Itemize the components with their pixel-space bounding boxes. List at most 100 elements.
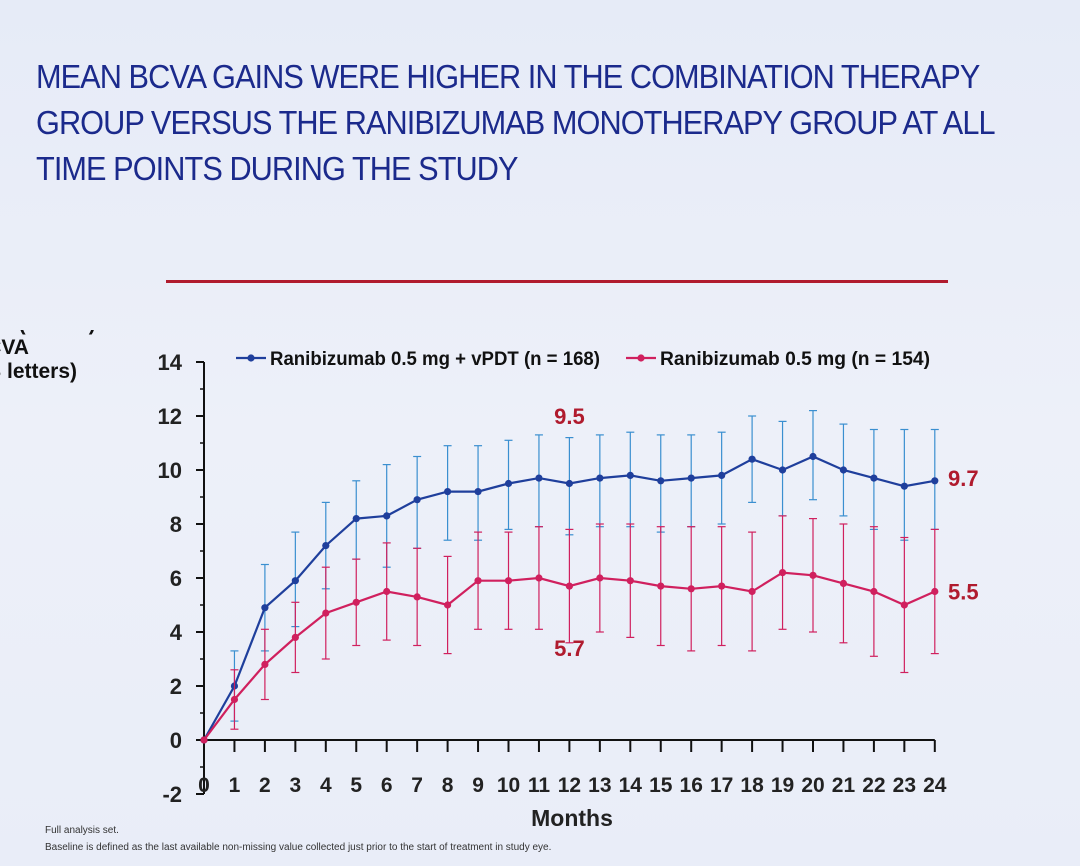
data-point [626, 471, 634, 479]
y-tick-label: 6 [170, 566, 182, 591]
footnote-baseline: Baseline is defined as the last availabl… [45, 842, 552, 853]
data-point [839, 466, 848, 474]
data-point [596, 574, 604, 582]
x-tick-label: 13 [588, 774, 611, 797]
data-point [504, 577, 513, 585]
data-point [778, 569, 787, 577]
x-tick-label: 15 [649, 774, 673, 797]
x-tick-label: 1 [229, 774, 241, 797]
data-point [444, 601, 452, 609]
data-point [383, 512, 391, 520]
data-point [413, 496, 421, 504]
data-point [718, 582, 726, 590]
data-point [870, 587, 878, 596]
x-tick-label: 11 [528, 774, 551, 797]
x-tick-label: 23 [893, 774, 916, 797]
legend-swatch-marker [637, 354, 645, 362]
data-point [718, 471, 726, 479]
y-tick-label: -2 [162, 782, 182, 807]
data-point [565, 479, 574, 488]
x-tick-label: 0 [198, 774, 210, 797]
data-point [413, 593, 421, 601]
x-tick-label: 4 [320, 774, 332, 797]
data-point [565, 582, 574, 590]
data-point [657, 477, 665, 485]
data-point [474, 488, 482, 496]
data-point [322, 609, 330, 617]
data-point [535, 474, 543, 482]
data-point [778, 466, 787, 474]
x-tick-label: 19 [771, 774, 794, 797]
x-tick-label: 22 [862, 774, 885, 797]
x-tick-label: 6 [381, 774, 393, 797]
data-point [809, 452, 817, 461]
x-tick-label: 20 [801, 774, 824, 797]
data-point [870, 474, 878, 482]
x-axis-title: Months [531, 805, 613, 830]
data-point [809, 571, 817, 579]
data-point [931, 587, 939, 596]
x-tick-label: 12 [558, 774, 581, 797]
data-point [444, 488, 452, 496]
data-label-9-7: 9.7 [948, 466, 979, 491]
legend-label: Ranibizumab 0.5 mg (n = 154) [660, 349, 930, 370]
y-tick-label: 8 [170, 512, 182, 537]
data-point [291, 577, 299, 585]
title-line-1: MEAN BCVA GAINS WERE HIGHER IN THE COMBI… [36, 58, 980, 95]
data-point [535, 574, 543, 582]
x-tick-label: 2 [259, 774, 271, 797]
y-axis-title-line: BCVA [0, 336, 29, 359]
data-point [687, 585, 695, 593]
legend-entry-combination: Ranibizumab 0.5 mg + vPDT (n = 168) [236, 349, 600, 370]
data-point [200, 736, 208, 744]
x-tick-label: 10 [497, 774, 520, 797]
legend-entry-monotherapy: Ranibizumab 0.5 mg (n = 154) [626, 349, 930, 370]
data-label-9-5: 9.5 [554, 404, 585, 429]
data-label-5-7: 5.7 [554, 636, 585, 661]
data-point [839, 579, 848, 587]
x-tick-label: 5 [350, 774, 362, 797]
data-point [596, 474, 604, 482]
series-monotherapy [200, 515, 939, 744]
data-point [748, 455, 756, 463]
data-point [748, 587, 756, 596]
y-axis-title-line: Mean change (95%CI) in [0, 330, 120, 335]
y-tick-label: 4 [170, 620, 183, 645]
data-point [474, 577, 482, 585]
x-tick-label: 7 [411, 774, 423, 797]
data-point [626, 577, 634, 585]
legend-label: Ranibizumab 0.5 mg + vPDT (n = 168) [270, 349, 600, 370]
y-tick-label: 2 [170, 674, 182, 699]
data-label-5-5: 5.5 [948, 580, 979, 605]
data-point [261, 660, 269, 668]
data-point [261, 604, 269, 612]
y-tick-label: 0 [170, 728, 182, 753]
x-tick-label: 18 [740, 774, 764, 797]
data-point [291, 633, 299, 641]
x-tick-label: 14 [619, 774, 643, 797]
x-tick-label: 21 [832, 774, 856, 797]
title-line-3: TIME POINTS DURING THE STUDY [36, 150, 518, 187]
y-tick-label: 10 [158, 458, 182, 483]
x-tick-label: 24 [923, 774, 947, 797]
y-axis-title-line: (ETDRS letters) [0, 360, 77, 383]
x-tick-label: 17 [710, 774, 733, 797]
data-point [900, 601, 908, 609]
data-point [657, 582, 665, 590]
data-point [383, 587, 391, 596]
data-point [504, 479, 513, 488]
y-tick-label: 14 [158, 350, 183, 375]
data-point [352, 598, 360, 606]
data-point [931, 477, 939, 485]
data-point [352, 515, 360, 523]
legend-swatch-marker [247, 354, 255, 362]
title-divider [166, 280, 948, 283]
y-tick-label: 12 [158, 404, 182, 429]
footnote-analysis-set: Full analysis set. [45, 825, 119, 836]
x-tick-label: 16 [680, 774, 703, 797]
x-tick-label: 9 [472, 774, 484, 797]
title-line-2: GROUP VERSUS THE RANIBIZUMAB MONOTHERAPY… [36, 104, 996, 141]
data-point [687, 474, 695, 482]
data-point [322, 542, 330, 550]
